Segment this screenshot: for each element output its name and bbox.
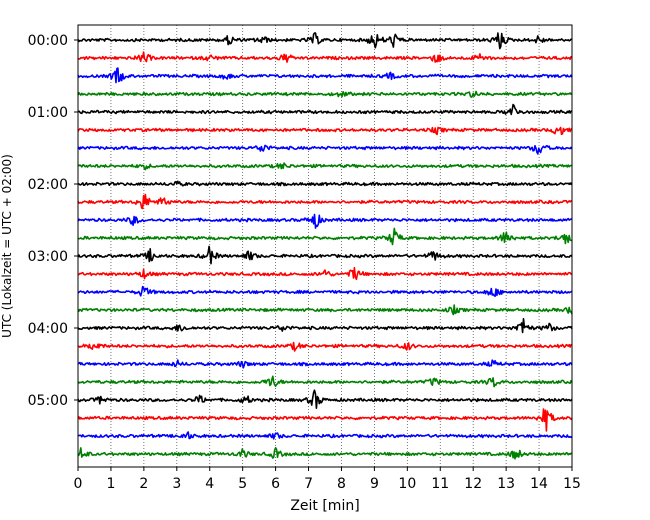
- x-tick-label: 13: [497, 476, 515, 492]
- trace-line: [77, 144, 573, 155]
- trace-line: [77, 285, 573, 297]
- trace-line: [77, 245, 573, 265]
- x-tick-label: 5: [238, 476, 247, 492]
- trace-line: [77, 51, 573, 63]
- y-tick-label: 04:00: [28, 321, 68, 337]
- trace-line: [77, 447, 572, 460]
- x-tick-label: 1: [106, 476, 115, 492]
- trace-line: [77, 162, 572, 171]
- y-axis: 00:00 01:00 02:00 03:00 04:00 05:00: [28, 33, 78, 409]
- x-tick-label: 2: [139, 476, 148, 492]
- y-tick-label: 05:00: [28, 393, 68, 409]
- x-tick-label: 14: [530, 476, 548, 492]
- trace-line: [77, 359, 573, 369]
- x-tick-label: 0: [74, 476, 83, 492]
- trace-line: [77, 213, 573, 229]
- trace-line: [77, 266, 573, 281]
- plot-frame: [77, 24, 573, 468]
- trace-line: [77, 32, 573, 50]
- trace-line: [77, 431, 573, 440]
- x-tick-label: 6: [271, 476, 280, 492]
- y-tick-label: 00:00: [28, 33, 68, 49]
- trace-line: [77, 318, 573, 334]
- traces: [77, 32, 573, 460]
- trace-line: [77, 180, 573, 187]
- trace-line: [77, 103, 572, 116]
- trace-line: [77, 227, 573, 246]
- trace-line: [77, 375, 573, 388]
- trace-line: [77, 193, 573, 210]
- trace-line: [77, 67, 573, 84]
- x-tick-label: 11: [431, 476, 449, 492]
- y-tick-label: 03:00: [28, 249, 68, 265]
- x-tick-label: 7: [304, 476, 313, 492]
- x-axis: 0 1 2 3 4 5 6 7 8 9 10 11 12 13 14 15: [74, 467, 581, 492]
- x-tick-label: 4: [205, 476, 214, 492]
- trace-line: [77, 126, 573, 136]
- x-tick-label: 12: [464, 476, 482, 492]
- trace-line: [77, 341, 573, 352]
- y-axis-label: UTC (Lokalzeit = UTC + 02:00): [0, 154, 14, 338]
- x-axis-label: Zeit [min]: [290, 498, 359, 514]
- x-tick-label: 8: [337, 476, 346, 492]
- x-tick-label: 9: [370, 476, 379, 492]
- x-tick-label: 3: [172, 476, 181, 492]
- trace-line: [77, 90, 573, 98]
- x-tick-label: 15: [563, 476, 581, 492]
- x-tick-label: 10: [398, 476, 416, 492]
- trace-line: [77, 389, 573, 409]
- y-tick-label: 01:00: [28, 105, 68, 121]
- y-tick-label: 02:00: [28, 177, 68, 193]
- trace-line: [77, 408, 573, 432]
- trace-line: [77, 304, 573, 316]
